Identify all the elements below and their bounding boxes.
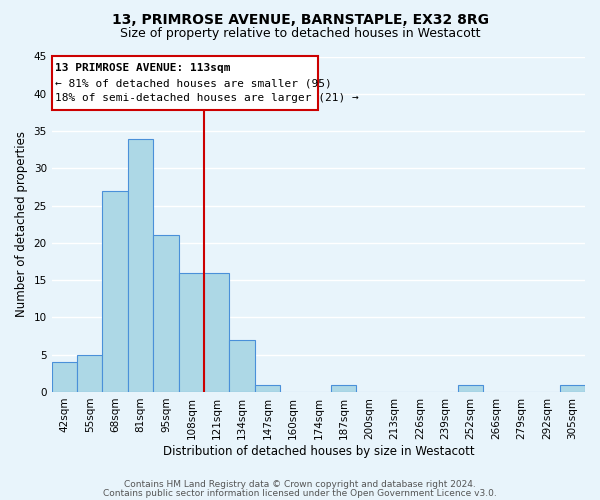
Text: ← 81% of detached houses are smaller (95): ← 81% of detached houses are smaller (95… xyxy=(55,78,332,88)
Bar xyxy=(153,236,179,392)
Bar xyxy=(52,362,77,392)
Bar xyxy=(560,384,585,392)
Text: 13, PRIMROSE AVENUE, BARNSTAPLE, EX32 8RG: 13, PRIMROSE AVENUE, BARNSTAPLE, EX32 8R… xyxy=(112,12,488,26)
Text: Contains HM Land Registry data © Crown copyright and database right 2024.: Contains HM Land Registry data © Crown c… xyxy=(124,480,476,489)
Bar xyxy=(229,340,255,392)
Bar xyxy=(458,384,484,392)
Bar xyxy=(128,138,153,392)
Bar xyxy=(103,190,128,392)
Bar xyxy=(52,56,319,110)
Y-axis label: Number of detached properties: Number of detached properties xyxy=(15,131,28,317)
Bar xyxy=(204,272,229,392)
Text: 13 PRIMROSE AVENUE: 113sqm: 13 PRIMROSE AVENUE: 113sqm xyxy=(55,64,231,74)
Bar xyxy=(331,384,356,392)
Bar xyxy=(77,354,103,392)
Bar xyxy=(179,272,204,392)
Text: Contains public sector information licensed under the Open Government Licence v3: Contains public sector information licen… xyxy=(103,488,497,498)
Text: 18% of semi-detached houses are larger (21) →: 18% of semi-detached houses are larger (… xyxy=(55,94,359,104)
Bar xyxy=(255,384,280,392)
Text: Size of property relative to detached houses in Westacott: Size of property relative to detached ho… xyxy=(120,28,480,40)
X-axis label: Distribution of detached houses by size in Westacott: Distribution of detached houses by size … xyxy=(163,444,474,458)
